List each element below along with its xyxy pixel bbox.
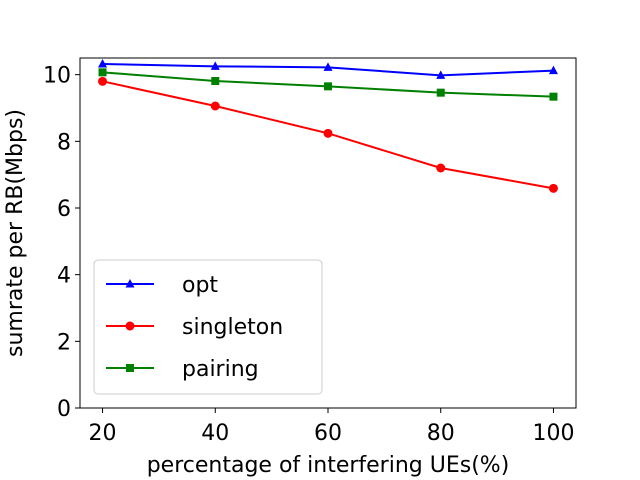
y-tick-label-4: 4 [57, 264, 71, 289]
legend-marker-opt [125, 279, 135, 288]
point-singleton-20 [98, 76, 108, 86]
legend-marker-pairing [126, 364, 134, 372]
point-singleton-100 [548, 183, 558, 193]
point-pairing-60 [324, 82, 332, 91]
y-tick-label-6: 6 [57, 197, 71, 222]
legend-box [93, 259, 323, 395]
point-pairing-100 [549, 92, 558, 101]
point-singleton-80 [436, 163, 446, 173]
legend-label-opt: opt [182, 273, 218, 298]
point-opt-20 [98, 59, 108, 68]
point-pairing-20 [98, 68, 107, 77]
x-tick-label-60: 60 [314, 421, 342, 446]
y-tick-label-0: 0 [57, 397, 71, 422]
y-tick-label-8: 8 [57, 130, 71, 155]
point-opt-80 [436, 70, 446, 79]
point-singleton-60 [323, 128, 333, 138]
legend-marker-singleton [125, 321, 135, 331]
point-pairing-80 [436, 88, 445, 97]
legend-label-pairing: pairing [182, 357, 259, 382]
point-pairing-40 [211, 77, 220, 85]
x-tick-label-40: 40 [201, 421, 229, 446]
legend-label-singleton: singleton [182, 315, 283, 340]
point-singleton-40 [210, 101, 220, 111]
y-tick-label-10: 10 [43, 64, 71, 89]
plot-area: 20 40 60 80 100 0 2 4 6 8 10 [43, 57, 577, 446]
point-opt-100 [548, 65, 558, 75]
x-tick-label-100: 100 [532, 421, 574, 446]
legend: opt singleton pairing [93, 259, 323, 395]
point-opt-40 [210, 61, 220, 70]
point-opt-60 [323, 62, 333, 71]
x-tick-label-80: 80 [427, 421, 455, 446]
y-axis-label: sumrate per RB(Mbps) [3, 109, 28, 357]
y-tick-label-2: 2 [57, 330, 71, 355]
x-tick-label-20: 20 [89, 421, 117, 446]
x-axis-label: percentage of interfering UEs(%) [147, 453, 510, 478]
